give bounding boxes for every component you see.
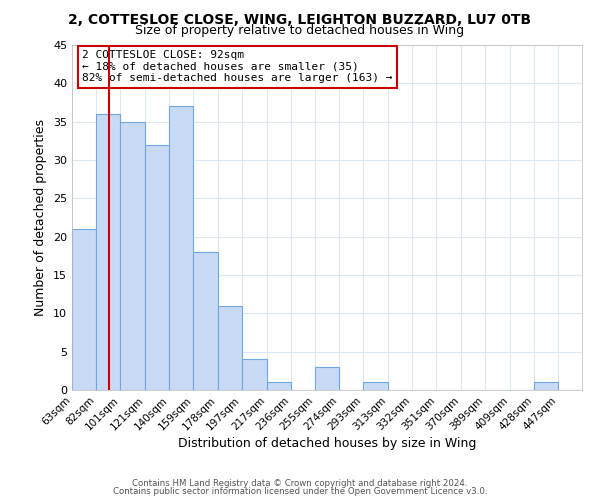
Bar [534, 382, 558, 390]
Bar [120, 122, 145, 390]
Y-axis label: Number of detached properties: Number of detached properties [34, 119, 47, 316]
Bar [145, 144, 169, 390]
Text: Contains HM Land Registry data © Crown copyright and database right 2024.: Contains HM Land Registry data © Crown c… [132, 478, 468, 488]
Text: Contains public sector information licensed under the Open Government Licence v3: Contains public sector information licen… [113, 487, 487, 496]
Bar [315, 367, 339, 390]
Bar [267, 382, 291, 390]
Bar [242, 360, 267, 390]
Text: 2, COTTESLOE CLOSE, WING, LEIGHTON BUZZARD, LU7 0TB: 2, COTTESLOE CLOSE, WING, LEIGHTON BUZZA… [68, 12, 532, 26]
Bar [96, 114, 120, 390]
X-axis label: Distribution of detached houses by size in Wing: Distribution of detached houses by size … [178, 438, 476, 450]
Bar [193, 252, 218, 390]
Bar [363, 382, 388, 390]
Text: 2 COTTESLOE CLOSE: 92sqm
← 18% of detached houses are smaller (35)
82% of semi-d: 2 COTTESLOE CLOSE: 92sqm ← 18% of detach… [82, 50, 392, 84]
Bar [218, 306, 242, 390]
Text: Size of property relative to detached houses in Wing: Size of property relative to detached ho… [136, 24, 464, 37]
Bar [169, 106, 193, 390]
Bar [72, 229, 96, 390]
